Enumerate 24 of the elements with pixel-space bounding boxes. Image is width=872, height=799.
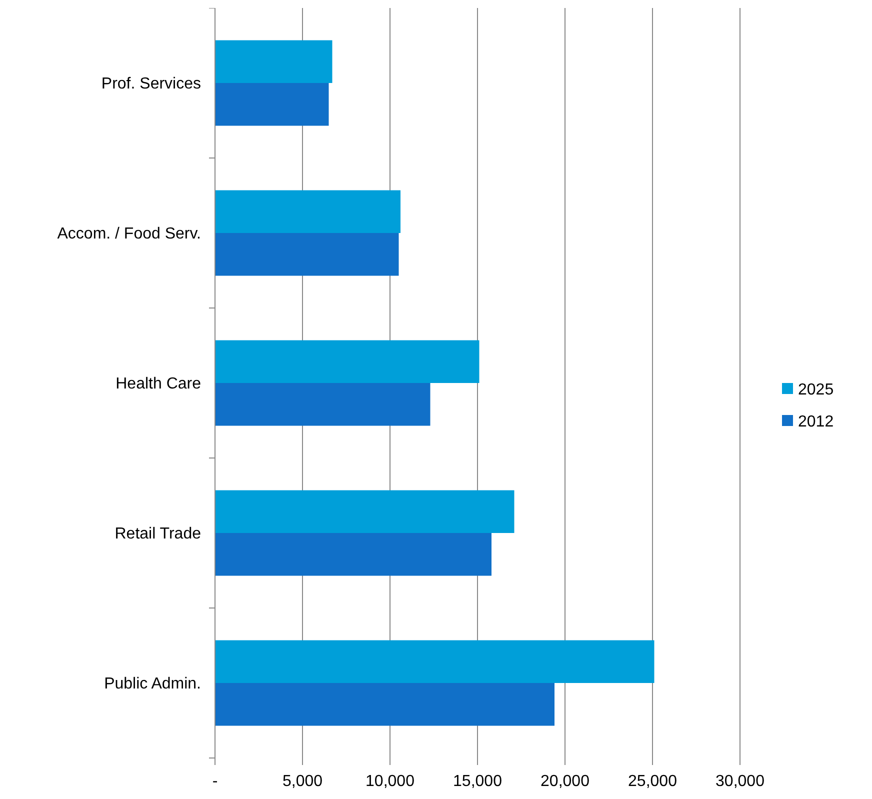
bar xyxy=(215,683,554,726)
legend-label: 2025 xyxy=(798,382,834,399)
bar xyxy=(215,233,399,276)
bar xyxy=(215,40,332,83)
x-tick-label: 15,000 xyxy=(453,773,502,790)
y-tick-label: Accom. / Food Serv. xyxy=(57,226,201,243)
bar xyxy=(215,383,430,426)
bar xyxy=(215,490,514,533)
y-tick-label: Prof. Services xyxy=(101,76,201,93)
bar xyxy=(215,533,492,576)
bar xyxy=(215,190,400,233)
x-tick-label: 20,000 xyxy=(540,773,590,790)
bar xyxy=(215,340,480,383)
x-tick-label: 30,000 xyxy=(716,773,765,790)
y-tick-label: Retail Trade xyxy=(114,526,202,543)
legend-label: 2012 xyxy=(798,414,834,431)
x-tick-label: 10,000 xyxy=(366,773,415,790)
bar xyxy=(215,83,329,126)
y-tick-label: Public Admin. xyxy=(104,676,201,693)
x-tick-label: 25,000 xyxy=(628,773,678,790)
bar xyxy=(215,640,654,683)
y-tick-label: Health Care xyxy=(116,376,202,393)
x-tick-label: - xyxy=(212,773,218,790)
x-tick-label: 5,000 xyxy=(282,773,323,790)
